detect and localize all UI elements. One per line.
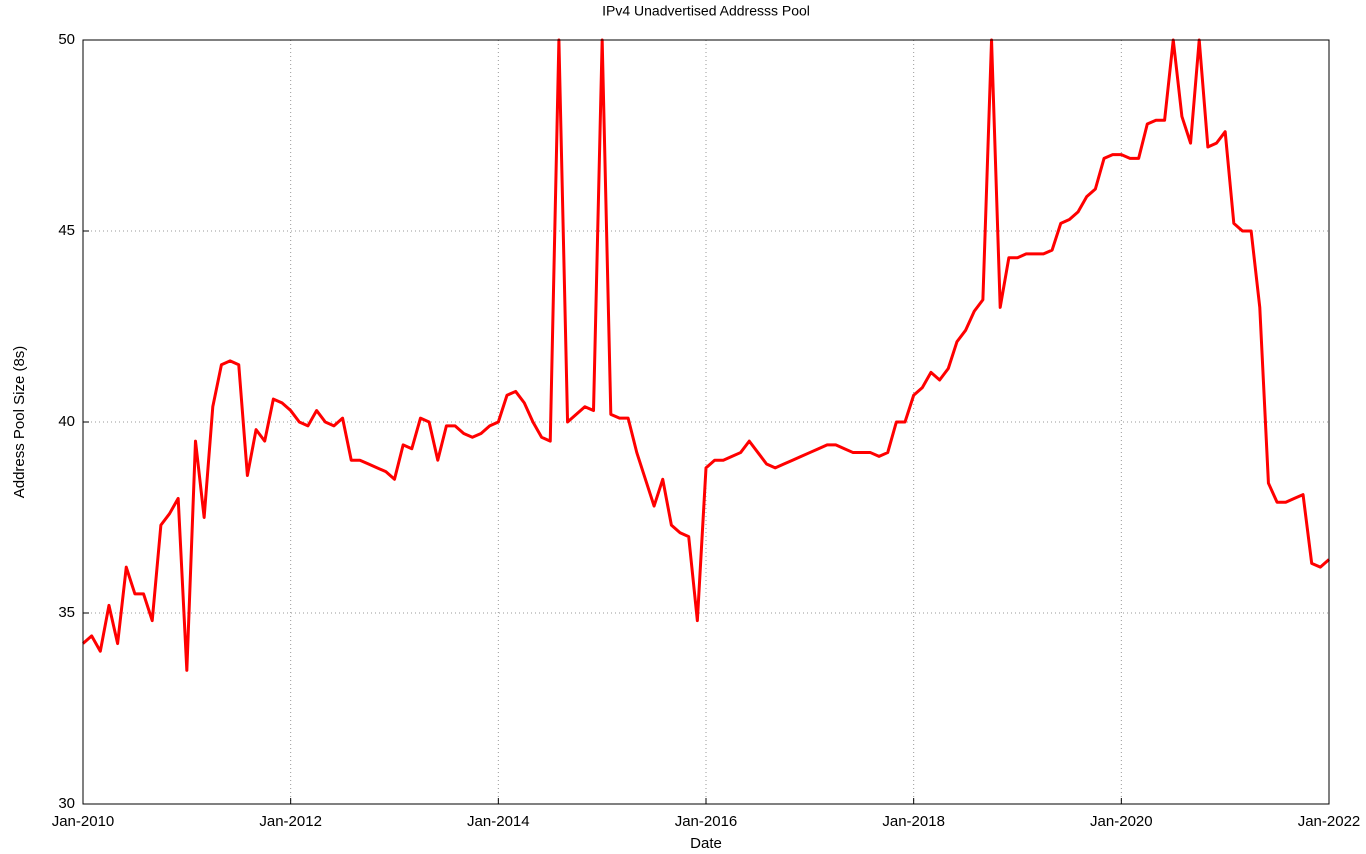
chart-title: IPv4 Unadvertised Addresss Pool xyxy=(602,3,810,19)
x-tick-label: Jan-2020 xyxy=(1090,813,1153,830)
data-line xyxy=(82,38,1330,672)
y-tick-label: 40 xyxy=(58,413,75,430)
x-tick-label: Jan-2010 xyxy=(52,813,115,830)
x-tick-label: Jan-2016 xyxy=(675,813,738,830)
x-axis-label: Date xyxy=(690,835,722,852)
y-tick-label: 50 xyxy=(58,31,75,48)
x-tick-label: Jan-2014 xyxy=(467,813,530,830)
x-tick-label: Jan-2012 xyxy=(259,813,322,830)
y-axis-label: Address Pool Size (8s) xyxy=(11,346,28,499)
x-tick-label: Jan-2018 xyxy=(882,813,945,830)
y-tick-label: 45 xyxy=(58,222,75,239)
y-tick-label: 30 xyxy=(58,795,75,812)
x-tick-label: Jan-2022 xyxy=(1298,813,1361,830)
y-tick-label: 35 xyxy=(58,604,75,621)
plot-frame xyxy=(82,39,1330,805)
